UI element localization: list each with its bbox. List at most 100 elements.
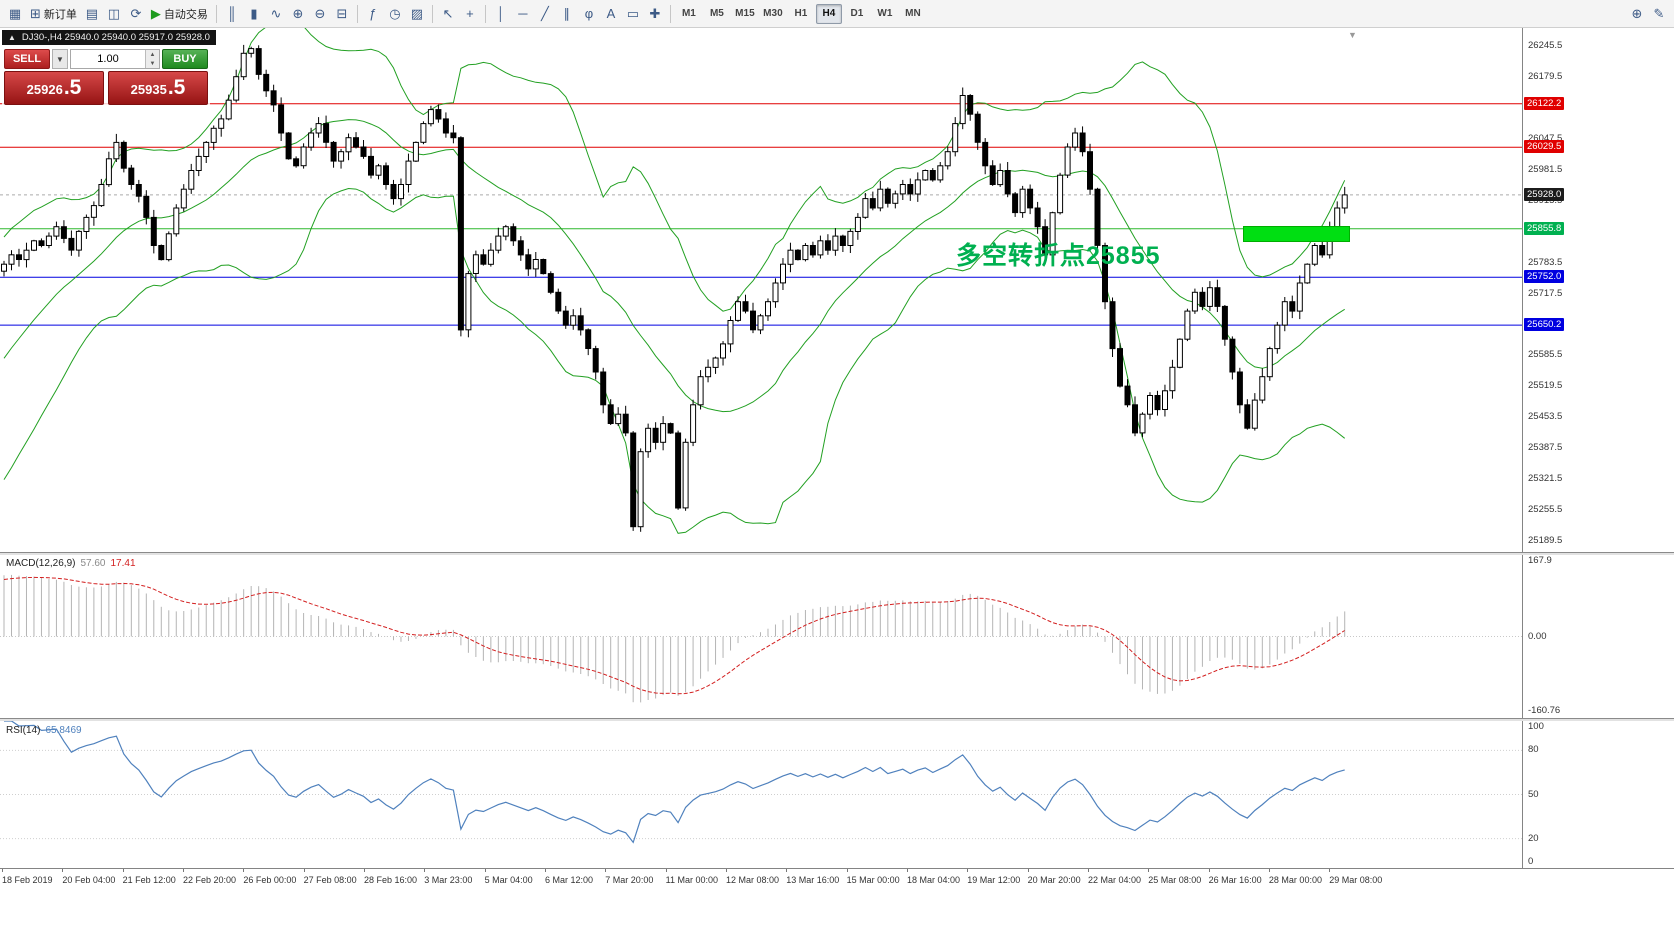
cursor-icon: ↖ <box>442 5 454 21</box>
time-label: 22 Feb 20:00 <box>182 875 237 885</box>
label-icon[interactable]: ▭ <box>622 3 644 25</box>
autotrading-button[interactable]: ▶ 自动交易 <box>147 3 212 25</box>
trendline-icon: ╱ <box>540 5 549 21</box>
fibonacci-icon[interactable]: φ <box>578 3 600 25</box>
market-watch-icon[interactable]: ◫ <box>103 3 125 25</box>
buy-price-display[interactable]: 25935 .5 <box>108 71 208 105</box>
macd-signal-value: 17.41 <box>110 558 136 569</box>
horizontal-line-icon: ─ <box>518 6 528 21</box>
trendline-icon[interactable]: ╱ <box>534 3 556 25</box>
time-label: 5 Mar 04:00 <box>484 875 533 885</box>
macd-title: MACD(12,26,9) <box>6 558 76 569</box>
price-line-label: 25928.0 <box>1524 187 1565 201</box>
time-label: 11 Mar 00:00 <box>665 875 718 885</box>
price-tick-label: 26179.5 <box>1528 70 1563 82</box>
one-click-collapse-arrow[interactable]: ▲ <box>8 33 16 42</box>
indicators-icon: ƒ <box>369 6 377 21</box>
channel-icon: ∥ <box>563 5 571 21</box>
sell-price-main: 25926 <box>26 82 63 97</box>
price-line-label: 25855.8 <box>1524 221 1565 235</box>
refresh-icon[interactable]: ⟳ <box>125 3 147 25</box>
timeframe-m1-button[interactable]: M1 <box>681 8 696 19</box>
sell-button[interactable]: SELL <box>4 49 50 69</box>
price-tick-label: 25387.5 <box>1528 442 1563 454</box>
rsi-value: 65.8469 <box>45 725 82 736</box>
timeframe-d1-button[interactable]: D1 <box>850 8 864 19</box>
highlight-rectangle[interactable] <box>1243 226 1350 242</box>
price-tick-label: 25585.5 <box>1528 349 1563 361</box>
cursor-icon[interactable]: ↖ <box>437 3 459 25</box>
price-tick-label: 25981.5 <box>1528 163 1563 175</box>
shapes-icon[interactable]: ✚ <box>644 3 666 25</box>
label-icon: ▭ <box>626 5 640 21</box>
buy-button[interactable]: BUY <box>162 49 208 69</box>
buy-price-main: 25935 <box>130 82 167 97</box>
zoom-out-icon[interactable]: ⊖ <box>309 3 331 25</box>
rsi-scale-label: 0 <box>1528 856 1534 867</box>
time-label: 13 Mar 16:00 <box>786 875 840 885</box>
volume-down-button[interactable]: ▼ <box>149 60 156 67</box>
time-label: 18 Feb 2019 <box>2 875 53 885</box>
time-label: 7 Mar 20:00 <box>605 875 654 885</box>
candle-chart-icon[interactable]: ▮ <box>243 3 265 25</box>
refresh-icon: ⟳ <box>130 5 142 21</box>
volume-up-button[interactable]: ▲ <box>149 51 156 58</box>
templates-icon[interactable]: ▨ <box>406 3 428 25</box>
toolbar-separator <box>215 4 217 23</box>
chart-window-icon[interactable]: ▦ <box>4 3 26 25</box>
time-tick <box>1329 869 1331 872</box>
time-tick <box>1087 869 1089 872</box>
toolbar-separator <box>431 4 433 23</box>
zoom-in-icon: ⊕ <box>292 5 304 21</box>
time-label: 29 Mar 08:00 <box>1329 875 1383 885</box>
autotrading-button-label: 自动交易 <box>163 8 208 21</box>
vertical-line-icon[interactable]: │ <box>490 3 512 25</box>
volume-input[interactable] <box>71 50 145 68</box>
bar-chart-icon[interactable]: ║ <box>221 3 243 25</box>
new-order-button[interactable]: ⊞ 新订单 <box>26 3 81 25</box>
time-axis[interactable]: 18 Feb 2019 20 Feb 04:00 21 Feb 12:00 22 Fe… <box>0 868 1674 892</box>
tile-windows-icon: ⊟ <box>336 5 348 21</box>
rsi-chart-canvas[interactable] <box>0 721 1522 868</box>
timeframe-w1-button[interactable]: W1 <box>877 8 893 19</box>
zoom-in-icon[interactable]: ⊕ <box>287 3 309 25</box>
profiles-icon[interactable]: ▤ <box>81 3 103 25</box>
price-chart-canvas[interactable] <box>0 28 1522 552</box>
indicators-icon[interactable]: ƒ <box>362 3 384 25</box>
search-icon[interactable]: ⊕ <box>1626 3 1648 25</box>
chart-shift-marker: ▼ <box>1348 30 1357 40</box>
tile-windows-icon[interactable]: ⊟ <box>331 3 353 25</box>
price-tick-label: 25453.5 <box>1528 411 1563 423</box>
crosshair-icon[interactable]: + <box>459 3 481 25</box>
channel-icon[interactable]: ∥ <box>556 3 578 25</box>
time-label: 12 Mar 08:00 <box>725 875 779 885</box>
one-click-options-dropdown[interactable]: ▼ <box>52 49 68 69</box>
timeframe-m15-button[interactable]: M15 <box>735 8 755 19</box>
time-tick <box>243 869 245 872</box>
time-tick <box>2 869 3 872</box>
timeframe-h1-button[interactable]: H1 <box>794 8 808 19</box>
panel-splitter[interactable] <box>0 718 1674 721</box>
sell-price-display[interactable]: 25926 .5 <box>4 71 104 105</box>
edit-icon[interactable]: ✎ <box>1648 3 1670 25</box>
price-tick-label: 25717.5 <box>1528 287 1563 299</box>
search-icon: ⊕ <box>1631 5 1643 21</box>
rsi-axis: 100 80 50 20 0 <box>1522 721 1674 868</box>
time-tick <box>363 869 365 872</box>
time-label: 26 Feb 00:00 <box>243 875 297 885</box>
horizontal-line-icon[interactable]: ─ <box>512 3 534 25</box>
macd-chart-canvas[interactable] <box>0 555 1522 718</box>
line-chart-icon[interactable]: ∿ <box>265 3 287 25</box>
time-label: 28 Feb 16:00 <box>363 875 418 885</box>
toolbar-right-group: ⊕ ✎ <box>1626 3 1670 25</box>
timeframe-m5-button[interactable]: M5 <box>709 8 724 19</box>
panel-splitter[interactable] <box>0 552 1674 555</box>
time-label: 15 Mar 00:00 <box>846 875 900 885</box>
timeframe-m30-button[interactable]: M30 <box>763 8 783 19</box>
timeframe-h4-button[interactable]: H4 <box>815 3 842 24</box>
periods-icon[interactable]: ◷ <box>384 3 406 25</box>
text-icon[interactable]: A <box>600 3 622 25</box>
timeframe-mn-button[interactable]: MN <box>905 8 921 19</box>
rsi-header: RSI(14) 65.8469 <box>6 725 82 736</box>
